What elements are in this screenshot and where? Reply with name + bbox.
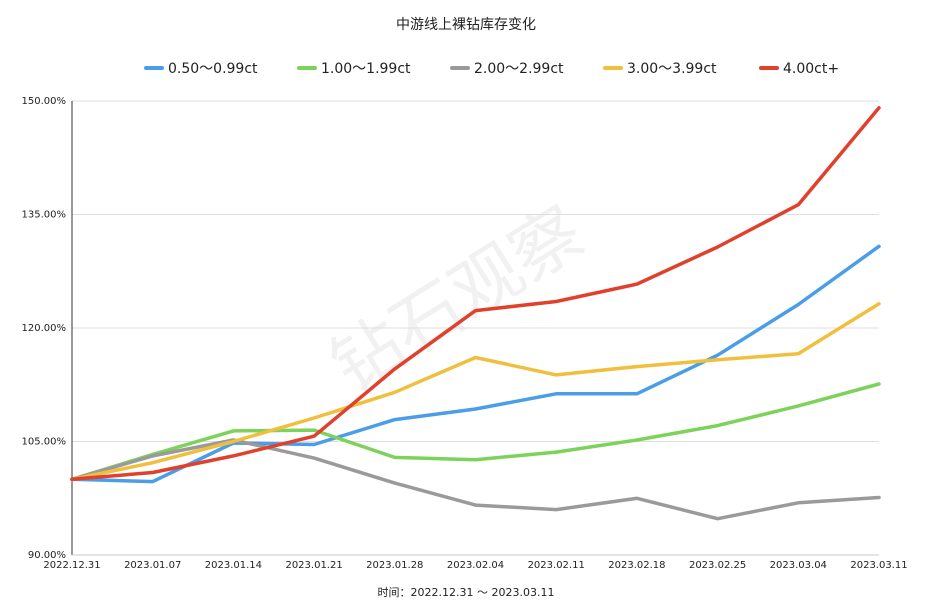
series-line-4 xyxy=(70,302,881,482)
y-tick-label: 105.00% xyxy=(22,437,67,448)
series-line-1 xyxy=(70,244,881,484)
y-tick-label: 135.00% xyxy=(22,210,67,221)
x-tick-label: 2023.02.25 xyxy=(689,560,746,571)
legend-item: 2.00～2.99ct xyxy=(450,61,564,77)
legend-label: 4.00ct+ xyxy=(783,61,839,77)
series-line-2 xyxy=(70,382,881,482)
legend-label: 2.00～2.99ct xyxy=(474,61,564,77)
x-tick-label: 2023.02.18 xyxy=(608,560,665,571)
x-axis: 2022.12.31 2023.01.07 2023.01.14 2023.01.21… xyxy=(43,560,907,571)
legend: 0.50～0.99ct 1.00～1.99ct 2.00～2.99ct 3.00～3.… xyxy=(144,61,839,77)
y-axis: 90.00% 105.00% 120.00% 135.00% 150.00% xyxy=(22,96,67,561)
legend-item: 4.00ct+ xyxy=(759,61,839,77)
x-tick-label: 2023.03.04 xyxy=(770,560,827,571)
x-tick-label: 2023.02.04 xyxy=(447,560,504,571)
x-tick-label: 2023.03.11 xyxy=(850,560,907,571)
plot-area xyxy=(70,106,881,521)
x-tick-label: 2023.01.28 xyxy=(366,560,423,571)
chart-title: 中游线上裸钻库存变化 xyxy=(396,17,536,33)
x-axis-title: 时间：2022.12.31 ～ 2023.03.11 xyxy=(378,586,555,599)
x-tick-label: 2023.02.11 xyxy=(528,560,585,571)
series-line-5 xyxy=(70,106,881,482)
series-line-3 xyxy=(70,438,881,521)
x-tick-label: 2023.01.14 xyxy=(205,560,262,571)
y-tick-label: 150.00% xyxy=(22,96,67,107)
legend-item: 3.00～3.99ct xyxy=(603,61,717,77)
x-tick-label: 2023.01.07 xyxy=(124,560,181,571)
legend-item: 0.50～0.99ct xyxy=(144,61,258,77)
legend-label: 3.00～3.99ct xyxy=(627,61,717,77)
y-tick-label: 90.00% xyxy=(28,550,66,561)
x-tick-label: 2023.01.21 xyxy=(285,560,342,571)
x-tick-label: 2022.12.31 xyxy=(43,560,100,571)
legend-item: 1.00～1.99ct xyxy=(297,61,411,77)
legend-label: 1.00～1.99ct xyxy=(321,61,411,77)
y-tick-label: 120.00% xyxy=(22,323,67,334)
legend-label: 0.50～0.99ct xyxy=(168,61,258,77)
